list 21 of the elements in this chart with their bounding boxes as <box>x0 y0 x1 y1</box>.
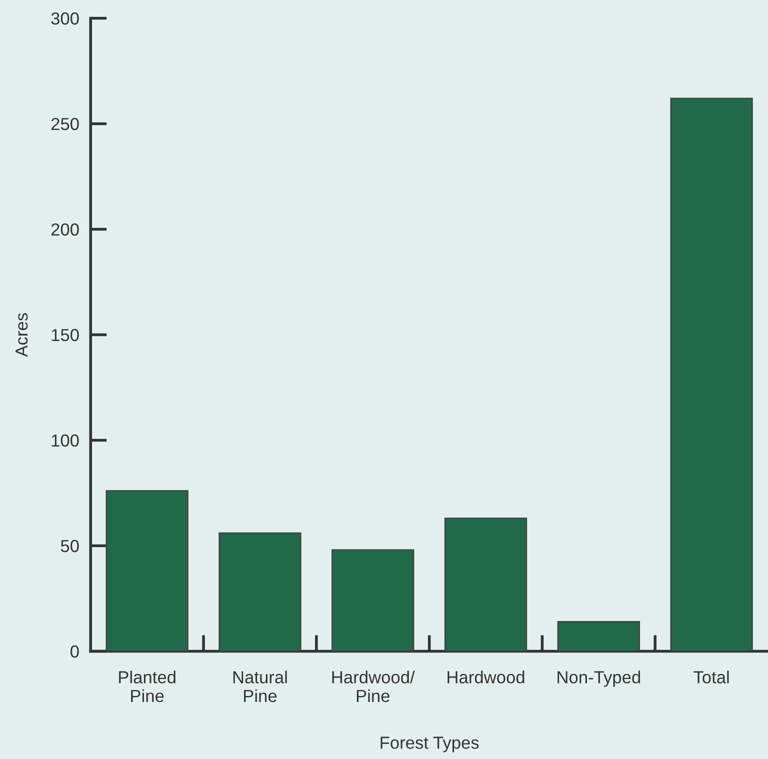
bar <box>557 620 640 652</box>
y-tick-label: 200 <box>51 223 79 236</box>
y-tick-label: 150 <box>52 328 79 342</box>
bar <box>106 490 188 652</box>
x-tick-label: Natural Pine <box>233 670 287 702</box>
x-tick-label: Total <box>694 670 729 684</box>
y-tick-label: 300 <box>51 12 79 25</box>
bar <box>332 549 414 652</box>
y-tick-label: 0 <box>70 645 79 658</box>
bar <box>670 98 753 652</box>
x-tick-label: Hardwood <box>448 670 524 684</box>
x-axis-title: Forest Types <box>380 736 479 752</box>
y-tick-label: 100 <box>52 434 79 447</box>
y-tick-label: 50 <box>60 540 79 552</box>
x-tick-label: Non-Typed <box>558 670 640 687</box>
bar <box>218 532 302 652</box>
bar <box>444 518 528 652</box>
y-axis-title: Acres <box>16 313 28 357</box>
x-tick-label: Hardwood/ Pine <box>332 670 415 702</box>
y-tick-label: 250 <box>51 118 79 130</box>
x-tick-label: Planted Pine <box>119 670 176 702</box>
